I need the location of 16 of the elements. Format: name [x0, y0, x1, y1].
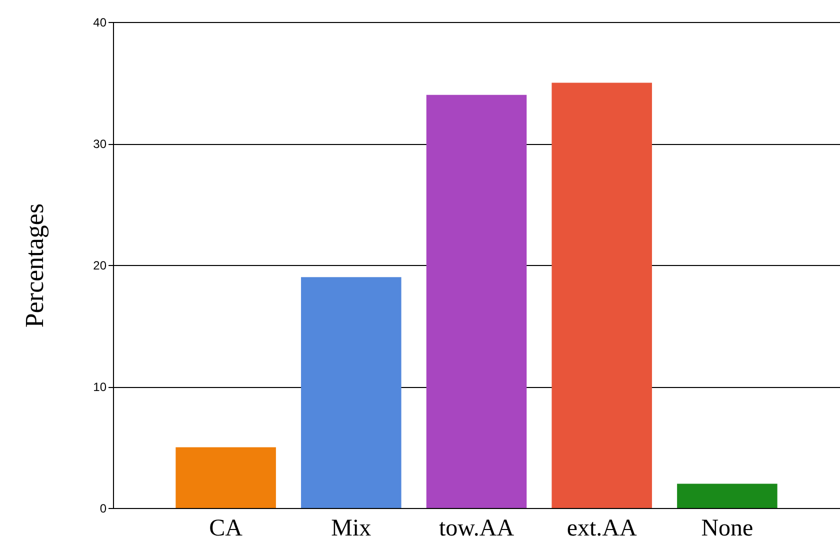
x-tick-label: CA [209, 516, 244, 542]
x-tick-label: ext.AA [566, 516, 638, 542]
y-axis-title: Percentages [20, 203, 50, 328]
bar [426, 94, 527, 508]
bar [552, 82, 652, 508]
x-tick-label: None [701, 516, 754, 542]
bar [677, 484, 778, 508]
y-tick-label: 0 [100, 502, 107, 516]
x-tick-label: Mix [331, 516, 372, 542]
bar [176, 447, 276, 508]
y-tick-label: 10 [93, 380, 107, 394]
x-tick-label: tow.AA [438, 516, 515, 542]
bar [301, 277, 402, 508]
y-tick-label: 20 [93, 258, 107, 272]
y-tick-label: 30 [93, 137, 107, 151]
y-tick-label: 40 [93, 16, 107, 30]
